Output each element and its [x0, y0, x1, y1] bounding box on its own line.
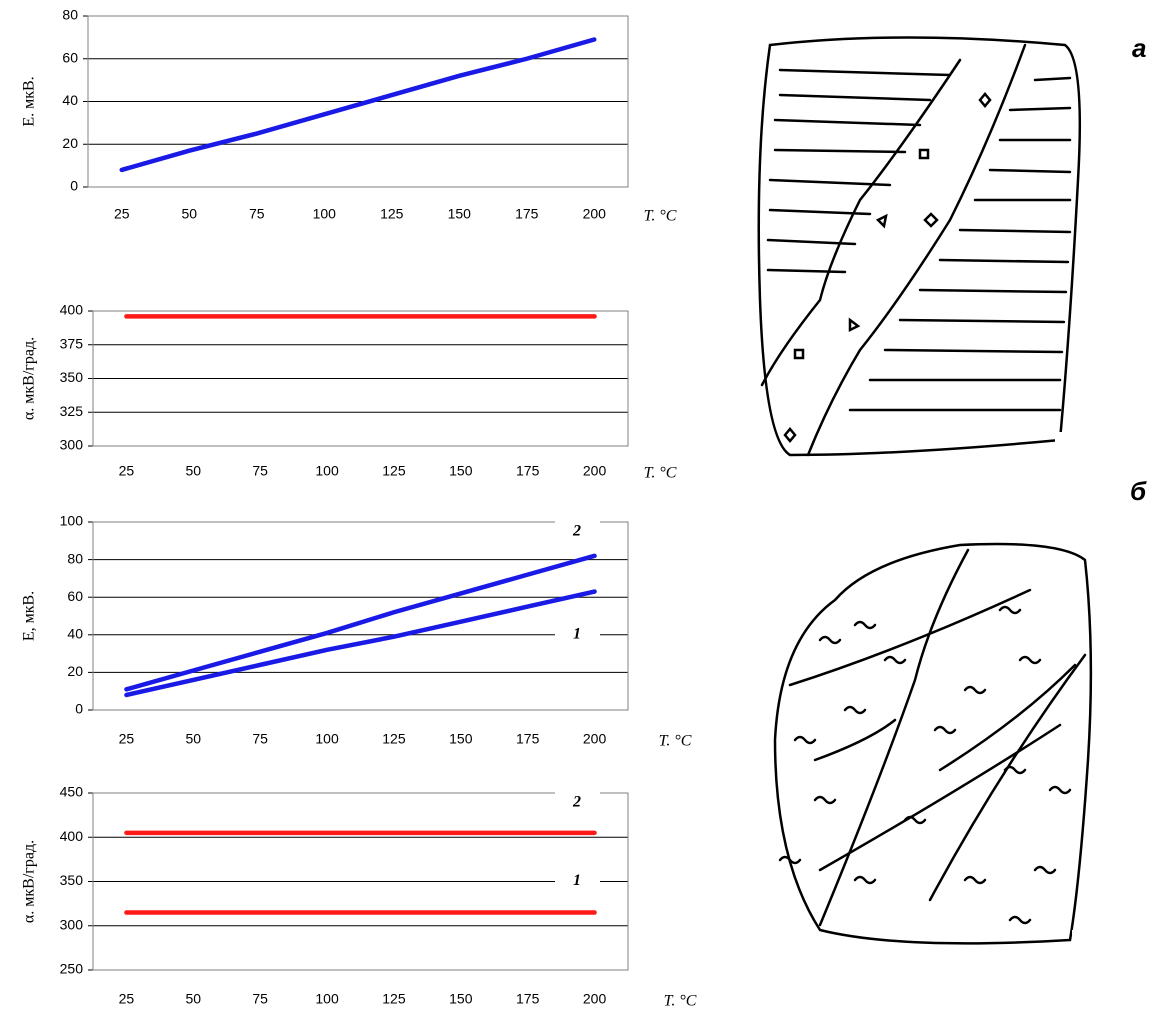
- x-tick-label: 200: [583, 731, 607, 747]
- y-tick-label: 350: [60, 369, 84, 385]
- x-axis-label: T. °C: [664, 993, 697, 1010]
- y-tick-label: 100: [60, 513, 84, 529]
- y-tick-label: 400: [60, 302, 84, 318]
- x-tick-label: 125: [380, 206, 404, 222]
- y-tick-label: 40: [67, 626, 83, 642]
- figure: а б 020406080255075100125150175200T. °CE…: [0, 0, 1172, 1021]
- x-tick-label: 150: [449, 991, 473, 1007]
- y-tick-label: 375: [60, 335, 84, 351]
- series-label: 2: [572, 794, 581, 811]
- y-tick-label: 300: [60, 916, 84, 932]
- plot-frame: [93, 522, 628, 710]
- x-tick-label: 175: [516, 991, 540, 1007]
- x-tick-label: 25: [119, 463, 135, 479]
- x-axis-label: T. °C: [644, 208, 677, 225]
- x-tick-label: 100: [315, 463, 339, 479]
- x-tick-label: 150: [449, 731, 473, 747]
- series-line: [126, 592, 594, 695]
- y-tick-label: 0: [70, 178, 78, 194]
- x-tick-label: 200: [583, 463, 607, 479]
- y-tick-label: 80: [67, 550, 83, 566]
- y-tick-label: 60: [62, 49, 78, 65]
- x-tick-label: 175: [516, 731, 540, 747]
- x-tick-label: 200: [583, 991, 607, 1007]
- series-line: [126, 556, 594, 689]
- x-tick-label: 75: [249, 206, 265, 222]
- y-axis-label: E. мкВ.: [21, 76, 38, 126]
- x-tick-label: 75: [252, 991, 268, 1007]
- x-tick-label: 125: [382, 991, 406, 1007]
- x-tick-label: 50: [186, 731, 202, 747]
- y-tick-label: 20: [67, 663, 83, 679]
- sketch-b: [775, 544, 1112, 955]
- y-tick-label: 0: [75, 701, 83, 717]
- x-tick-label: 125: [382, 731, 406, 747]
- x-tick-label: 150: [448, 206, 472, 222]
- y-tick-label: 40: [62, 92, 78, 108]
- x-tick-label: 50: [186, 463, 202, 479]
- series-label: 2: [572, 523, 581, 540]
- y-tick-label: 325: [60, 403, 84, 419]
- y-tick-label: 20: [62, 135, 78, 151]
- y-tick-label: 450: [60, 784, 84, 800]
- x-tick-label: 100: [315, 731, 339, 747]
- series-label: 1: [573, 872, 581, 889]
- x-axis-label: T. °C: [659, 733, 692, 750]
- figure-label: б: [1130, 476, 1147, 506]
- x-tick-label: 25: [119, 991, 135, 1007]
- x-tick-label: 75: [252, 731, 268, 747]
- x-tick-label: 100: [315, 991, 339, 1007]
- x-tick-label: 75: [252, 463, 268, 479]
- y-tick-label: 400: [60, 828, 84, 844]
- figure-label: а: [1132, 33, 1146, 63]
- x-tick-label: 175: [515, 206, 539, 222]
- x-tick-label: 25: [114, 206, 130, 222]
- y-axis-label: α. мкВ/град.: [21, 337, 38, 420]
- series-label: 1: [573, 625, 581, 642]
- x-tick-label: 50: [181, 206, 197, 222]
- x-tick-label: 50: [186, 991, 202, 1007]
- x-tick-label: 25: [119, 731, 135, 747]
- x-tick-label: 200: [583, 206, 607, 222]
- y-tick-label: 60: [67, 588, 83, 604]
- x-tick-label: 100: [313, 206, 337, 222]
- sketch-a: [759, 38, 1100, 468]
- x-tick-label: 175: [516, 463, 540, 479]
- y-tick-label: 300: [60, 437, 84, 453]
- y-axis-label: α. мкВ/град.: [21, 840, 38, 923]
- x-axis-label: T. °C: [644, 465, 677, 482]
- y-axis-label: E, мкВ.: [21, 591, 38, 641]
- y-tick-label: 80: [62, 7, 78, 23]
- x-tick-label: 150: [449, 463, 473, 479]
- y-tick-label: 250: [60, 961, 84, 977]
- y-tick-label: 350: [60, 872, 84, 888]
- x-tick-label: 125: [382, 463, 406, 479]
